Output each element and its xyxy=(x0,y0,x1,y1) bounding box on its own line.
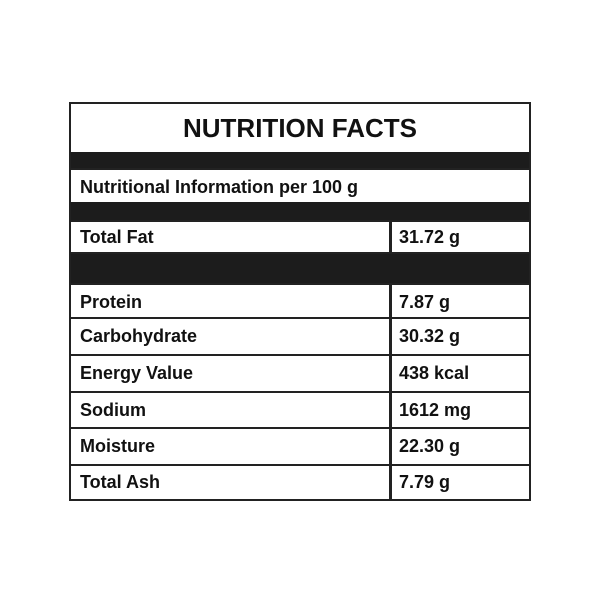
nutrition-facts-table: NUTRITION FACTS Nutritional Information … xyxy=(69,102,531,501)
table-row: Moisture 22.30 g xyxy=(71,427,529,464)
row-label: Protein xyxy=(80,291,143,312)
column-divider xyxy=(389,393,392,427)
info-label: Nutritional Information per 100 g xyxy=(71,168,529,204)
table-row: Sodium 1612 mg xyxy=(71,391,529,427)
row-value: 22.30 g xyxy=(399,436,461,456)
table-row: Total Ash 7.79 g xyxy=(71,464,529,499)
column-divider xyxy=(389,285,392,319)
column-divider xyxy=(389,222,392,252)
table-row: Total Fat 31.72 g xyxy=(71,220,529,254)
row-value: 7.87 g xyxy=(399,291,451,312)
row-label: Moisture xyxy=(80,436,156,456)
row-label: Carbohydrate xyxy=(80,326,198,346)
row-value: 1612 mg xyxy=(399,399,472,420)
table-row: Carbohydrate 30.32 g xyxy=(71,317,529,354)
row-label: Total Fat xyxy=(80,226,154,247)
column-divider xyxy=(389,466,392,499)
row-label: Energy Value xyxy=(80,363,194,383)
column-divider xyxy=(389,429,392,464)
table-row: Protein 7.87 g xyxy=(71,283,529,319)
row-label: Total Ash xyxy=(80,472,160,492)
row-label: Sodium xyxy=(80,399,146,420)
black-band xyxy=(71,152,529,170)
black-band xyxy=(71,202,529,222)
column-divider xyxy=(389,319,392,354)
black-band xyxy=(71,254,529,284)
row-value: 7.79 g xyxy=(399,472,451,492)
column-divider xyxy=(389,356,392,391)
table-row: Energy Value 438 kcal xyxy=(71,354,529,391)
row-value: 438 kcal xyxy=(399,363,470,383)
table-title: NUTRITION FACTS xyxy=(183,113,417,143)
row-value: 30.32 g xyxy=(399,326,461,346)
row-value: 31.72 g xyxy=(399,226,461,247)
